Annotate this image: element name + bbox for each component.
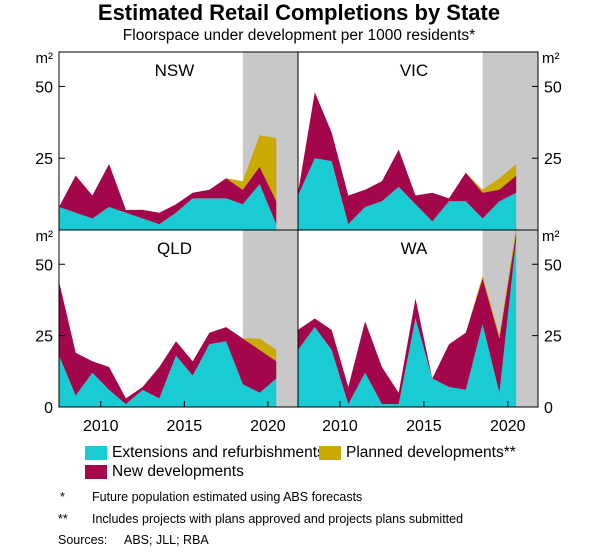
wa-panel-label: WA bbox=[401, 239, 428, 258]
bottom-right-tick-label-0: 0 bbox=[544, 400, 553, 417]
qld-new-area bbox=[59, 281, 277, 405]
bottom-right-unit-label: m² bbox=[542, 228, 560, 245]
legend-label-extensions: Extensions and refurbishments bbox=[112, 444, 325, 461]
vic-extensions-area bbox=[298, 158, 517, 230]
top-right-tick-label-50: 50 bbox=[544, 79, 562, 96]
bottom-right-tick-label-25: 25 bbox=[544, 329, 562, 346]
top-left-tick-label-50: 50 bbox=[35, 79, 53, 96]
col0-x-tick-label-2020: 2020 bbox=[250, 418, 286, 435]
qld-extensions-area bbox=[59, 341, 277, 407]
legend-swatch-new bbox=[85, 465, 107, 479]
qld-panel-label: QLD bbox=[157, 239, 192, 258]
footnote-2-text: Includes projects with plans approved an… bbox=[92, 512, 464, 526]
top-left-tick-label-25: 25 bbox=[35, 151, 53, 168]
footnote-1-marker: * bbox=[60, 490, 65, 504]
chart-title: Estimated Retail Completions by State bbox=[97, 0, 501, 25]
nsw-extensions-area bbox=[59, 184, 277, 230]
bottom-left-unit-label: m² bbox=[36, 228, 54, 245]
bottom-left-tick-label-0: 0 bbox=[44, 400, 53, 417]
bottom-left-tick-label-25: 25 bbox=[35, 329, 53, 346]
legend-label-new: New developments bbox=[112, 463, 244, 480]
footnote-1-text: Future population estimated using ABS fo… bbox=[92, 490, 363, 504]
legend-swatch-extensions bbox=[85, 446, 107, 460]
col0-x-tick-label-2010: 2010 bbox=[83, 418, 119, 435]
wa-extensions-area bbox=[298, 238, 517, 407]
top-right-unit-label: m² bbox=[542, 50, 560, 67]
nsw-new-area bbox=[59, 164, 277, 225]
legend-swatch-planned bbox=[319, 446, 341, 460]
footnote-2-marker: ** bbox=[58, 512, 68, 526]
wa-planned-area bbox=[298, 227, 517, 393]
bottom-right-tick-label-50: 50 bbox=[544, 257, 562, 274]
legend-label-planned: Planned developments** bbox=[346, 444, 516, 461]
col1-x-tick-label-2020: 2020 bbox=[490, 418, 526, 435]
chart-subtitle: Floorspace under development per 1000 re… bbox=[122, 27, 476, 44]
vic-planned-area bbox=[298, 92, 517, 199]
col0-x-tick-label-2015: 2015 bbox=[167, 418, 203, 435]
top-right-tick-label-25: 25 bbox=[544, 151, 562, 168]
vic-new-area bbox=[298, 92, 517, 225]
bottom-left-tick-label-50: 50 bbox=[35, 257, 53, 274]
top-left-unit-label: m² bbox=[36, 50, 54, 67]
col1-x-tick-label-2015: 2015 bbox=[406, 418, 442, 435]
nsw-panel-label: NSW bbox=[155, 61, 195, 80]
sources-text: ABS; JLL; RBA bbox=[124, 533, 209, 547]
sources-label: Sources: bbox=[58, 533, 108, 547]
vic-panel-label: VIC bbox=[400, 61, 428, 80]
chart-figure: NSW VIC QLD WA 25 25 50 50 m² m² 0 0 25 25 50 50 m² m² 201… bbox=[35, 50, 562, 435]
wa-new-area bbox=[298, 232, 517, 405]
col1-x-tick-label-2010: 2010 bbox=[322, 418, 358, 435]
